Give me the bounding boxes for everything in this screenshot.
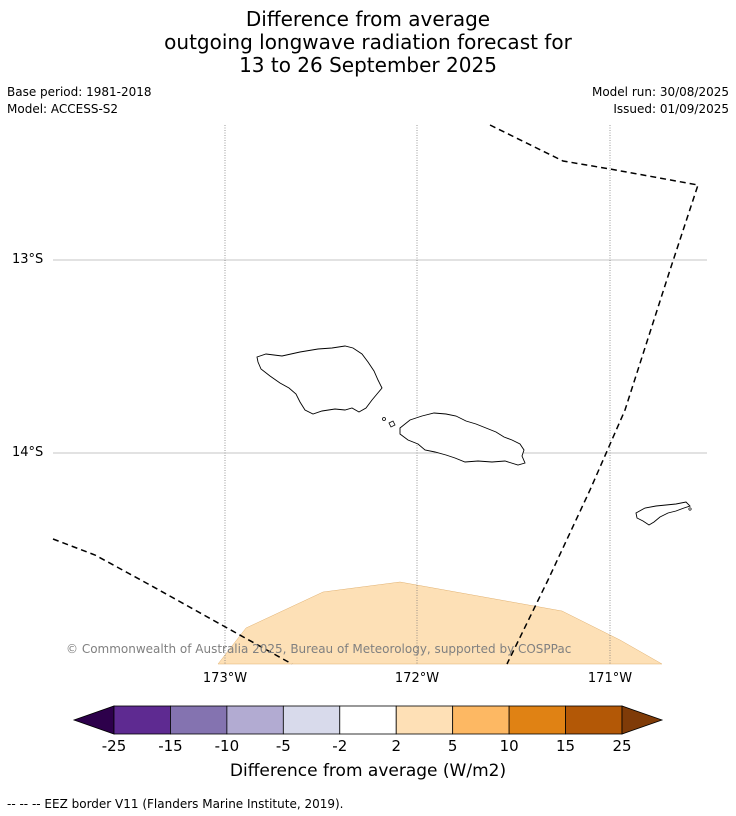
island-manono [388, 420, 396, 428]
meta-left: Base period: 1981-2018 Model: ACCESS-S2 [7, 84, 152, 118]
title-line-3: 13 to 26 September 2025 [239, 53, 497, 77]
issued-date: Issued: 01/09/2025 [613, 102, 729, 116]
model-run: Model run: 30/08/2025 [591, 85, 729, 99]
chart-title: Difference from average outgoing longwav… [0, 8, 736, 77]
colorbar-tick: -5 [275, 737, 291, 755]
island-aunuu [688, 507, 692, 511]
lon-label-172w: 172°W [394, 671, 440, 686]
colorbar-segment [226, 705, 284, 735]
eez-legend: -- -- -- EEZ border V11 (Flanders Marine… [7, 797, 344, 811]
colorbar-tick: -25 [101, 737, 127, 755]
colorbar-segment [113, 705, 171, 735]
lat-label-14s: 14°S [12, 445, 44, 460]
colorbar-tick: -15 [158, 737, 183, 755]
island-savaii [256, 345, 383, 415]
title-line-1: Difference from average [245, 7, 491, 31]
base-period: Base period: 1981-2018 [7, 85, 152, 99]
island-apolima [382, 417, 386, 421]
colorbar-segment [339, 705, 397, 735]
colorbar-segment [170, 705, 228, 735]
lon-label-171w: 171°W [587, 671, 633, 686]
colorbar-segment [282, 705, 341, 735]
copyright-notice: © Commonwealth of Australia 2025, Bureau… [66, 642, 572, 656]
colorbar-tick: 25 [612, 737, 632, 755]
model-name: Model: ACCESS-S2 [7, 102, 119, 116]
colorbar [72, 705, 664, 735]
colorbar-label: Difference from average (W/m2) [229, 761, 507, 781]
colorbar-tick: 5 [447, 737, 458, 755]
eez-border-north-east [489, 124, 699, 665]
colorbar-segment [508, 705, 566, 735]
colorbar-tick: 2 [391, 737, 401, 755]
olr-anomaly-region [217, 581, 663, 665]
colorbar-tick: 15 [556, 737, 576, 755]
title-line-2: outgoing longwave radiation forecast for [164, 30, 572, 54]
colorbar-tick: -2 [332, 737, 348, 755]
colorbar-segment [565, 705, 623, 735]
island-tutuila [635, 501, 691, 526]
lat-label-13s: 13°S [12, 252, 44, 267]
colorbar-arrow-high [621, 705, 664, 735]
meta-right: Model run: 30/08/2025 Issued: 01/09/2025 [592, 84, 729, 118]
colorbar-tick: -10 [214, 737, 240, 755]
colorbar-segment [395, 705, 454, 735]
colorbar-arrow-low [72, 705, 115, 735]
eez-border-south-west [52, 538, 293, 665]
colorbar-tick: 10 [499, 737, 519, 755]
lon-label-173w: 173°W [202, 671, 248, 686]
island-upolu [399, 412, 526, 466]
colorbar-segment [452, 705, 510, 735]
